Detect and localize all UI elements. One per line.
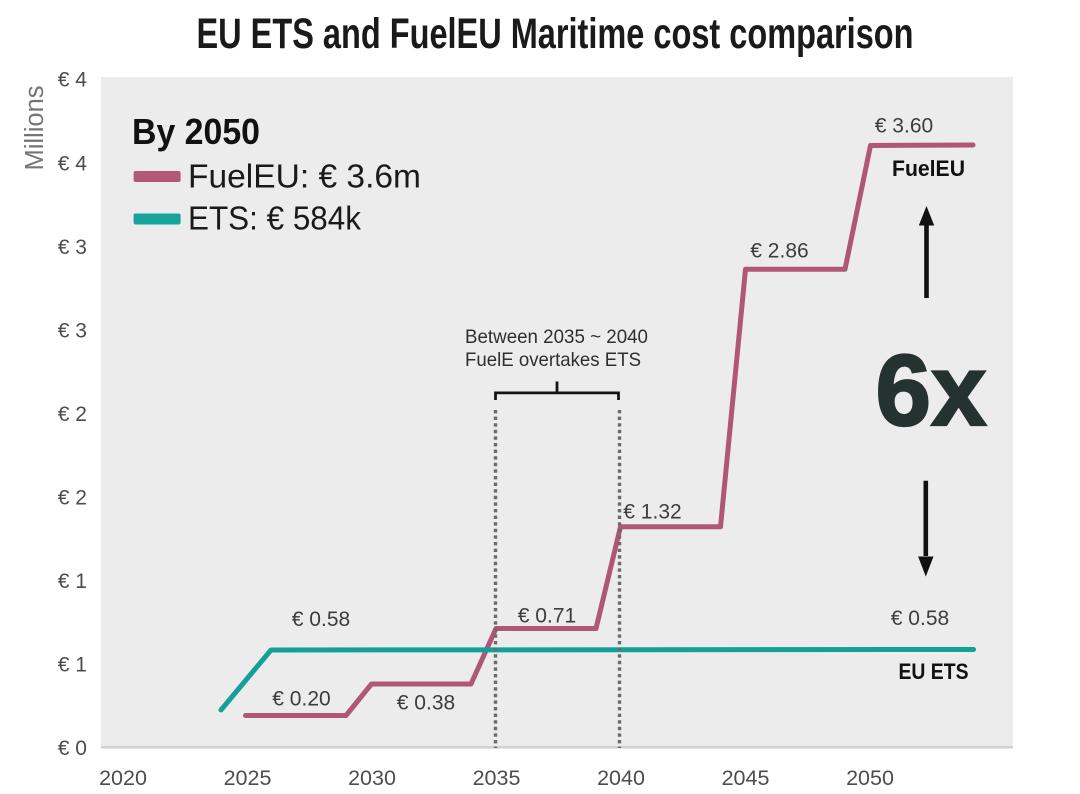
svg-text:€ 2: € 2: [58, 403, 87, 426]
svg-text:€ 0.58: € 0.58: [891, 607, 949, 630]
svg-text:FuelEU: FuelEU: [892, 156, 965, 181]
svg-text:€ 0.58: € 0.58: [292, 608, 350, 631]
svg-text:2050: 2050: [846, 766, 894, 790]
svg-text:2040: 2040: [597, 766, 645, 790]
svg-text:Millions: Millions: [21, 85, 49, 170]
svg-text:€ 1.32: € 1.32: [623, 501, 681, 524]
svg-text:€ 1: € 1: [58, 654, 87, 677]
svg-text:2020: 2020: [99, 766, 147, 790]
svg-text:FuelEU: € 3.6m: FuelEU: € 3.6m: [188, 158, 421, 195]
svg-text:2030: 2030: [348, 766, 396, 790]
svg-text:€ 1: € 1: [58, 570, 87, 593]
svg-text:€ 3: € 3: [58, 236, 87, 259]
svg-text:FuelE overtakes ETS: FuelE overtakes ETS: [465, 349, 641, 371]
svg-text:€ 3.60: € 3.60: [875, 115, 933, 138]
svg-text:€ 0: € 0: [58, 737, 87, 760]
svg-text:EU ETS: EU ETS: [899, 659, 969, 684]
svg-text:6x: 6x: [876, 335, 987, 447]
svg-text:€ 0.38: € 0.38: [397, 692, 455, 715]
svg-text:EU ETS and FuelEU Maritime cos: EU ETS and FuelEU Maritime cost comparis…: [197, 10, 914, 58]
svg-text:ETS: € 584k: ETS: € 584k: [188, 200, 361, 237]
svg-text:2035: 2035: [473, 766, 521, 790]
svg-text:€ 3: € 3: [58, 320, 87, 343]
svg-text:€ 4: € 4: [58, 69, 88, 92]
svg-text:€ 2: € 2: [58, 487, 87, 510]
svg-text:2045: 2045: [722, 766, 770, 790]
svg-text:By 2050: By 2050: [132, 111, 260, 152]
svg-text:€ 4: € 4: [58, 153, 88, 176]
svg-text:€ 2.86: € 2.86: [750, 240, 808, 263]
svg-text:2025: 2025: [224, 766, 272, 790]
svg-text:€ 0.71: € 0.71: [518, 605, 576, 628]
svg-text:Between 2035 ~ 2040: Between 2035 ~ 2040: [465, 326, 648, 348]
svg-text:€ 0.20: € 0.20: [272, 688, 330, 711]
